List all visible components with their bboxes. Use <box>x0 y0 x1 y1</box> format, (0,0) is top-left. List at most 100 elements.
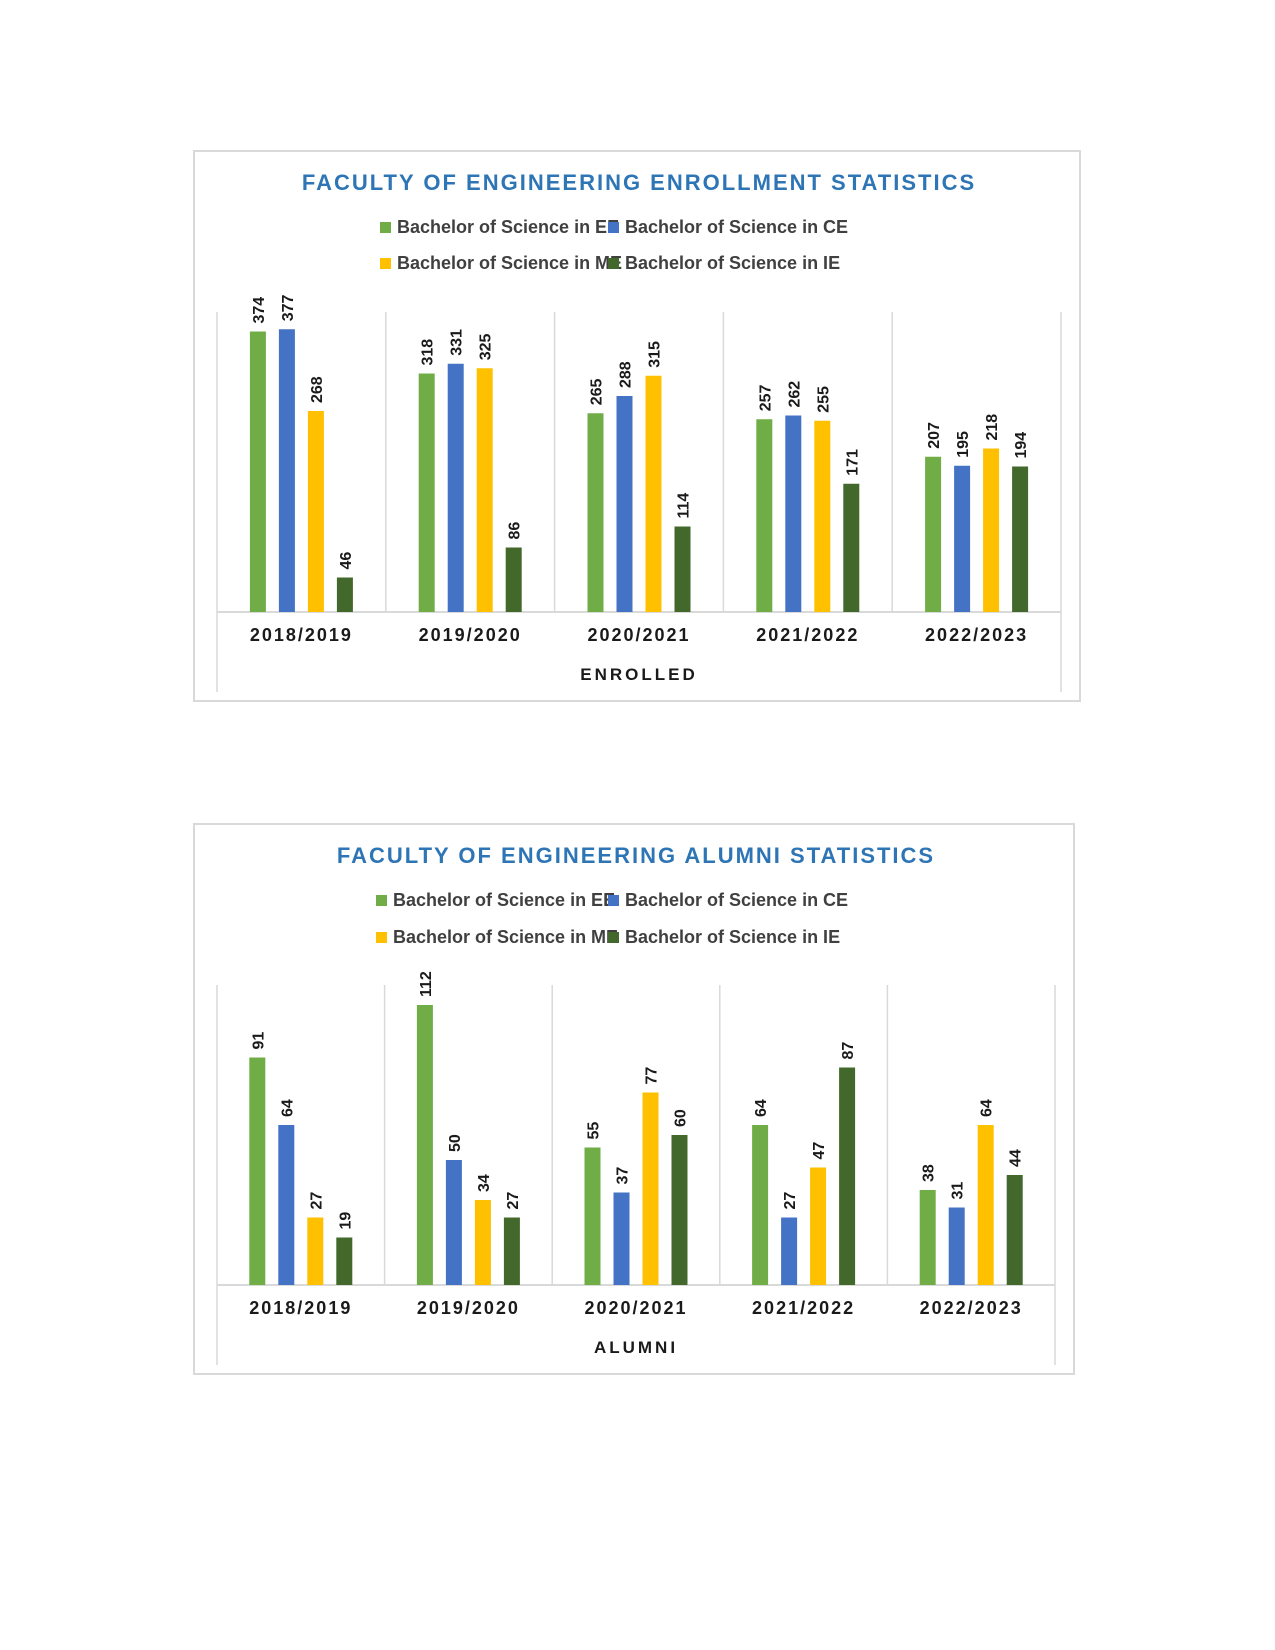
enrollment-legend-item-3: Bachelor of Science in ME <box>380 253 622 273</box>
alumni-bar-4-2 <box>781 1217 798 1285</box>
enrollment-chart-title: FACULTY OF ENGINEERING ENROLLMENT STATIS… <box>302 170 976 195</box>
alumni-data-label-3-1: 55 <box>586 1122 603 1140</box>
alumni-data-label-1-4: 19 <box>337 1212 354 1230</box>
alumni-bar-3-1 <box>584 1147 601 1285</box>
enrollment-bar-5-3 <box>983 448 1000 612</box>
enrollment-data-label-3-3: 315 <box>647 341 664 368</box>
alumni-bar-4-3 <box>810 1167 827 1285</box>
alumni-legend-swatch-2 <box>608 895 619 906</box>
alumni-data-label-2-2: 50 <box>447 1134 464 1152</box>
enrollment-data-label-3-4: 114 <box>676 493 693 519</box>
alumni-chart: FACULTY OF ENGINEERING ALUMNI STATISTICS… <box>193 823 1075 1375</box>
alumni-legend-label-2: Bachelor of Science in CE <box>625 890 848 910</box>
alumni-bar-5-3 <box>977 1125 994 1285</box>
enrollment-data-label-3-1: 265 <box>589 378 606 405</box>
alumni-data-label-2-4: 27 <box>505 1192 522 1210</box>
enrollment-data-label-2-2: 331 <box>449 329 466 356</box>
alumni-data-label-4-2: 27 <box>782 1192 799 1210</box>
enrollment-legend-swatch-4 <box>608 258 619 269</box>
enrollment-bar-3-2 <box>616 396 633 612</box>
alumni-legend-label-3: Bachelor of Science in ME <box>393 927 618 947</box>
enrollment-legend-item-4: Bachelor of Science in IE <box>608 253 840 273</box>
alumni-data-label-3-2: 37 <box>615 1167 632 1185</box>
enrollment-data-label-1-3: 268 <box>309 376 326 403</box>
alumni-legend-item-1: Bachelor of Science in EE <box>376 890 615 910</box>
alumni-category-label-5: 2022/2023 <box>920 1298 1023 1318</box>
enrollment-data-label-2-4: 86 <box>507 522 524 540</box>
enrollment-bar-5-2 <box>954 465 971 612</box>
alumni-x-axis-title: ALUMNI <box>594 1338 678 1357</box>
alumni-legend-item-2: Bachelor of Science in CE <box>608 890 848 910</box>
alumni-data-label-5-4: 44 <box>1008 1149 1025 1167</box>
alumni-legend-swatch-3 <box>376 932 387 943</box>
alumni-category-label-1: 2018/2019 <box>249 1298 352 1318</box>
alumni-category-label-3: 2020/2021 <box>584 1298 687 1318</box>
alumni-bar-1-4 <box>336 1237 353 1285</box>
enrollment-legend-label-1: Bachelor of Science in EE <box>397 217 619 237</box>
alumni-bar-4-4 <box>839 1067 856 1285</box>
alumni-legend-label-1: Bachelor of Science in EE <box>393 890 615 910</box>
enrollment-data-label-4-1: 257 <box>757 384 774 411</box>
enrollment-bar-2-3 <box>476 368 493 612</box>
alumni-bar-2-4 <box>503 1217 520 1285</box>
enrollment-data-label-1-1: 374 <box>251 297 268 324</box>
alumni-data-label-4-4: 87 <box>840 1042 857 1060</box>
enrollment-bar-2-2 <box>447 363 464 612</box>
alumni-bar-5-1 <box>919 1190 936 1285</box>
enrollment-legend-item-2: Bachelor of Science in CE <box>608 217 848 237</box>
alumni-bar-1-3 <box>307 1217 324 1285</box>
enrollment-data-label-4-2: 262 <box>786 381 803 408</box>
enrollment-category-label-4: 2021/2022 <box>756 625 859 645</box>
enrollment-chart: FACULTY OF ENGINEERING ENROLLMENT STATIS… <box>193 150 1081 702</box>
alumni-bar-3-3 <box>642 1092 659 1285</box>
alumni-bar-2-3 <box>474 1200 491 1285</box>
alumni-bar-3-2 <box>613 1192 630 1285</box>
enrollment-data-label-2-1: 318 <box>420 339 437 366</box>
alumni-category-label-2: 2019/2020 <box>417 1298 520 1318</box>
enrollment-data-label-1-2: 377 <box>280 294 297 321</box>
alumni-data-label-5-3: 64 <box>979 1099 996 1117</box>
alumni-bar-2-2 <box>445 1160 462 1285</box>
enrollment-chart-svg: FACULTY OF ENGINEERING ENROLLMENT STATIS… <box>216 170 1062 692</box>
enrollment-data-label-4-4: 171 <box>844 449 861 476</box>
alumni-data-label-4-1: 64 <box>753 1099 770 1117</box>
alumni-bar-3-4 <box>671 1135 688 1285</box>
enrollment-bar-1-2 <box>278 329 295 612</box>
alumni-bar-1-1 <box>249 1057 266 1285</box>
enrollment-bar-1-4 <box>336 577 353 612</box>
enrollment-bar-1-3 <box>307 411 324 612</box>
alumni-legend-item-4: Bachelor of Science in IE <box>608 927 840 947</box>
alumni-bar-5-4 <box>1006 1175 1023 1285</box>
alumni-legend-swatch-4 <box>608 932 619 943</box>
alumni-data-label-4-3: 47 <box>811 1142 828 1160</box>
enrollment-legend-label-3: Bachelor of Science in ME <box>397 253 622 273</box>
enrollment-data-label-5-4: 194 <box>1013 432 1030 459</box>
enrollment-category-label-5: 2022/2023 <box>925 625 1028 645</box>
enrollment-data-label-2-3: 325 <box>478 333 495 360</box>
enrollment-legend-label-4: Bachelor of Science in IE <box>625 253 840 273</box>
enrollment-data-label-3-2: 288 <box>618 361 635 388</box>
enrollment-bar-3-3 <box>645 375 662 612</box>
alumni-legend-swatch-1 <box>376 895 387 906</box>
alumni-bar-2-1 <box>416 1005 433 1285</box>
enrollment-bar-4-2 <box>785 415 802 612</box>
enrollment-x-axis-title: ENROLLED <box>580 665 698 684</box>
alumni-data-label-2-1: 112 <box>418 971 435 997</box>
enrollment-bar-1-1 <box>249 331 266 612</box>
enrollment-legend-swatch-1 <box>380 222 391 233</box>
alumni-legend-item-3: Bachelor of Science in ME <box>376 927 618 947</box>
enrollment-bar-3-4 <box>674 526 691 612</box>
enrollment-category-label-2: 2019/2020 <box>419 625 522 645</box>
alumni-data-label-2-3: 34 <box>476 1174 493 1192</box>
enrollment-category-label-1: 2018/2019 <box>250 625 353 645</box>
alumni-legend-label-4: Bachelor of Science in IE <box>625 927 840 947</box>
enrollment-data-label-4-3: 255 <box>815 386 832 413</box>
enrollment-data-label-5-1: 207 <box>926 422 943 449</box>
enrollment-bar-2-1 <box>418 373 435 612</box>
alumni-bar-4-1 <box>752 1125 769 1285</box>
alumni-data-label-3-4: 60 <box>673 1109 690 1127</box>
alumni-data-label-5-1: 38 <box>921 1164 938 1182</box>
enrollment-legend-swatch-2 <box>608 222 619 233</box>
alumni-bar-5-2 <box>948 1207 965 1285</box>
enrollment-legend-item-1: Bachelor of Science in EE <box>380 217 619 237</box>
